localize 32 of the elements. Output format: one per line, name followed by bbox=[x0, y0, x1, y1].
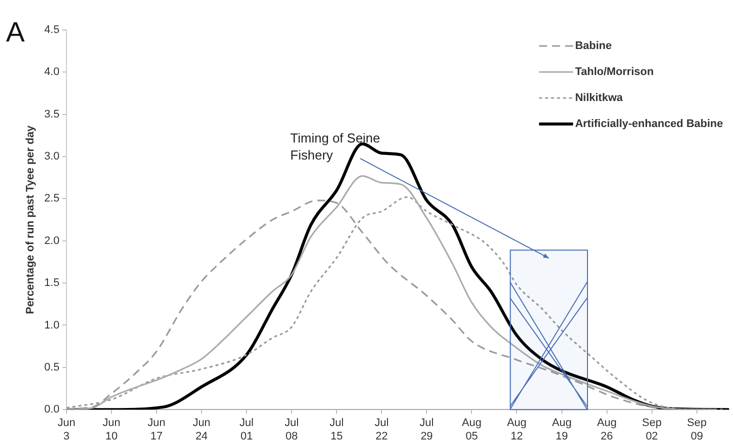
x-tick-label: Jul 01 bbox=[240, 417, 254, 442]
y-tick-label: 0.0 bbox=[44, 404, 60, 416]
x-tick-label: Jun 10 bbox=[102, 417, 120, 442]
legend-label: Babine bbox=[575, 40, 612, 52]
x-tick-label: Aug 26 bbox=[597, 417, 617, 442]
text: A bbox=[6, 16, 25, 48]
x-tick-label: Sep 02 bbox=[642, 417, 662, 442]
y-tick-label: 1.0 bbox=[44, 319, 60, 332]
x-tick-label: Jul 22 bbox=[374, 417, 389, 442]
y-tick-label: 3.5 bbox=[44, 108, 60, 120]
x-tick-label: Aug 05 bbox=[462, 417, 482, 442]
x-tick-label: Sep 09 bbox=[687, 417, 707, 442]
x-tick-label: Jun 24 bbox=[192, 417, 210, 442]
x-tick-label: Jun 3 bbox=[58, 417, 76, 442]
y-tick-label: 4.0 bbox=[44, 66, 60, 78]
y-tick-label: 0.5 bbox=[44, 361, 60, 374]
x-tick-label: Aug 19 bbox=[552, 417, 572, 442]
y-tick-label: 2.5 bbox=[44, 192, 60, 205]
band-label: Timing of Seine Fishery bbox=[290, 130, 380, 163]
x-tick-label: Aug 12 bbox=[506, 417, 527, 442]
x-tick-label: Jul 08 bbox=[284, 417, 299, 442]
y-tick-label: 2.0 bbox=[44, 234, 60, 247]
x-tick-label: Jul 15 bbox=[330, 417, 344, 442]
y-tick-label: 3.0 bbox=[44, 150, 60, 163]
y-tick-label: 4.5 bbox=[44, 24, 60, 36]
x-tick-label: Jun 17 bbox=[148, 417, 166, 442]
legend-label: Artificially-enhanced Babine bbox=[575, 118, 724, 130]
legend-label: Nilkitkwa bbox=[575, 92, 624, 104]
y-axis-title: Percentage of run past Tyee per day bbox=[24, 124, 37, 314]
y-tick-label: 1.5 bbox=[44, 277, 60, 290]
x-tick-label: Jul 29 bbox=[420, 417, 434, 442]
legend-label: Tahlo/Morrison bbox=[575, 66, 654, 78]
